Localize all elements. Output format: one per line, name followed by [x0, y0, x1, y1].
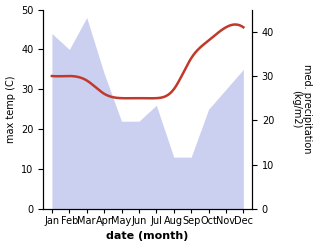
X-axis label: date (month): date (month)	[107, 231, 189, 242]
Y-axis label: med. precipitation
(kg/m2): med. precipitation (kg/m2)	[291, 64, 313, 154]
Y-axis label: max temp (C): max temp (C)	[5, 76, 16, 143]
